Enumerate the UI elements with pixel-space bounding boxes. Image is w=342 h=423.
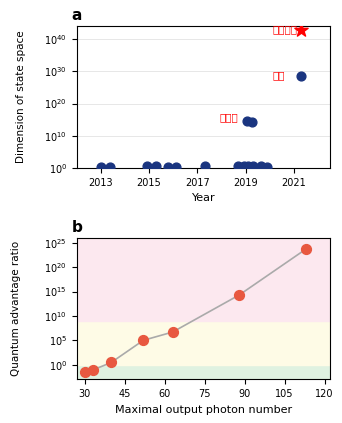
- Y-axis label: Dimension of state space: Dimension of state space: [16, 31, 26, 163]
- Point: [98, 164, 104, 170]
- Point: [298, 26, 304, 33]
- Point: [264, 163, 270, 170]
- Point: [82, 369, 87, 376]
- Point: [303, 246, 309, 253]
- Point: [237, 291, 242, 298]
- Point: [144, 163, 149, 170]
- Point: [108, 164, 113, 170]
- Point: [141, 337, 146, 344]
- Point: [259, 163, 264, 170]
- Point: [202, 163, 207, 170]
- Y-axis label: Quantum advantage ratio: Quantum advantage ratio: [11, 241, 21, 376]
- Point: [170, 329, 175, 335]
- Bar: [77, 365, 330, 379]
- Text: b: b: [71, 220, 82, 235]
- Point: [173, 164, 178, 171]
- Point: [90, 367, 95, 374]
- Point: [154, 163, 159, 170]
- Point: [244, 117, 249, 124]
- X-axis label: Maximal output photon number: Maximal output photon number: [115, 405, 292, 415]
- X-axis label: Year: Year: [192, 193, 215, 203]
- Bar: [77, 238, 330, 321]
- Point: [236, 162, 241, 169]
- Text: 悬铃木: 悬铃木: [219, 113, 238, 122]
- Point: [241, 162, 247, 169]
- Text: 九章二号: 九章二号: [272, 25, 297, 35]
- Point: [249, 118, 254, 125]
- Text: 九章: 九章: [272, 71, 285, 80]
- Bar: [77, 321, 330, 365]
- Point: [298, 72, 304, 79]
- Text: a: a: [71, 8, 82, 23]
- Point: [108, 359, 114, 366]
- Point: [250, 162, 255, 169]
- Point: [245, 162, 251, 169]
- Point: [166, 164, 171, 170]
